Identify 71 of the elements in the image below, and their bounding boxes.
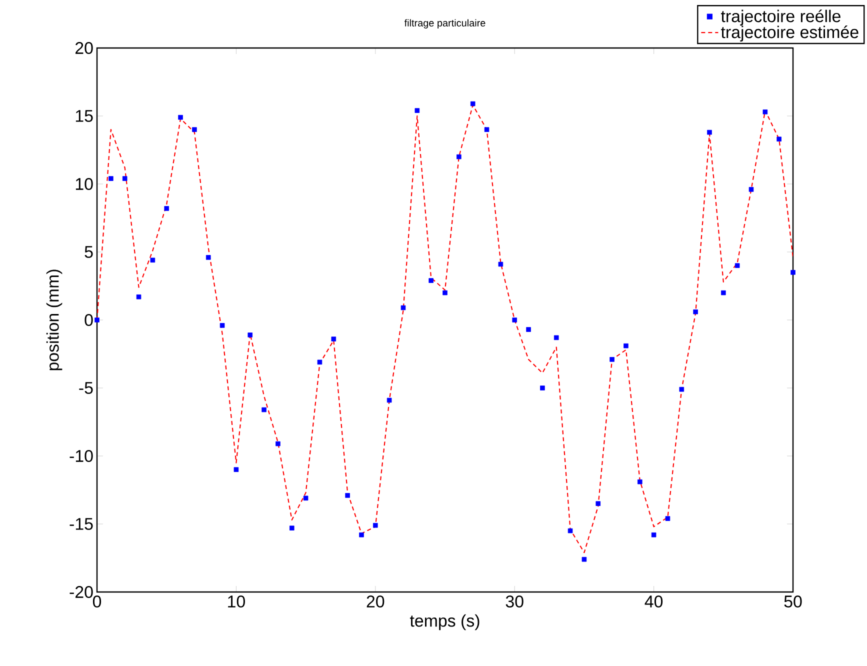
point	[596, 501, 601, 506]
y-tick-label: -5	[79, 382, 93, 394]
point	[512, 318, 517, 322]
point	[665, 516, 670, 521]
point	[164, 206, 169, 211]
point	[303, 496, 308, 501]
point	[220, 323, 225, 328]
y-axis-title: position (mm)	[46, 270, 62, 370]
point	[400, 305, 406, 310]
point	[693, 309, 698, 314]
point	[442, 290, 448, 296]
y-tick-label: 15	[76, 110, 93, 122]
y-tick-label: 0	[84, 314, 93, 326]
y-tick-label: 5	[84, 246, 93, 258]
point	[540, 386, 545, 390]
point	[248, 332, 253, 338]
x-tick-label: 0	[92, 596, 102, 608]
point	[428, 278, 434, 283]
point	[610, 357, 614, 362]
point	[568, 528, 573, 534]
point	[373, 522, 378, 528]
point	[345, 493, 350, 498]
y-tick-label: 20	[76, 42, 93, 54]
y-tick-label: -20	[70, 586, 93, 598]
chart-title: filtrage particulaire	[404, 19, 486, 28]
point	[554, 335, 559, 340]
point	[470, 101, 476, 106]
point	[484, 127, 490, 132]
point	[651, 532, 656, 538]
point	[776, 136, 782, 142]
point	[624, 343, 628, 348]
point	[317, 360, 322, 365]
x-tick-label: 40	[644, 596, 663, 608]
point	[748, 187, 754, 192]
point	[762, 110, 768, 114]
point	[679, 386, 684, 392]
x-tick-label: 30	[506, 596, 524, 608]
point	[414, 108, 420, 113]
point	[707, 130, 712, 135]
point	[359, 532, 364, 538]
x-axis-title: temps (s)	[410, 614, 480, 630]
point	[122, 176, 128, 181]
legend-label: trajectoire estimée	[720, 26, 858, 42]
point	[498, 262, 504, 267]
y-tick-label: 10	[76, 178, 93, 190]
legend-label: trajectoire reélle	[720, 10, 840, 26]
point	[290, 526, 294, 530]
point	[276, 441, 280, 446]
point	[456, 154, 462, 160]
y-tick-label: -10	[70, 450, 93, 462]
point	[234, 467, 239, 472]
point	[206, 255, 211, 260]
point	[178, 114, 183, 120]
point	[638, 479, 642, 484]
point	[192, 127, 197, 132]
point	[331, 336, 336, 342]
point	[136, 294, 142, 300]
point	[582, 556, 587, 562]
point	[734, 263, 740, 268]
x-tick-label: 20	[366, 596, 384, 608]
point	[108, 176, 114, 181]
x-tick-label: 50	[784, 596, 802, 608]
point	[790, 270, 796, 275]
point	[721, 290, 726, 296]
point	[262, 407, 266, 412]
point	[386, 398, 392, 403]
point	[526, 327, 531, 332]
point	[94, 318, 100, 322]
y-tick-label: -15	[70, 518, 93, 530]
point	[150, 258, 156, 263]
x-tick-label: 10	[228, 596, 245, 608]
